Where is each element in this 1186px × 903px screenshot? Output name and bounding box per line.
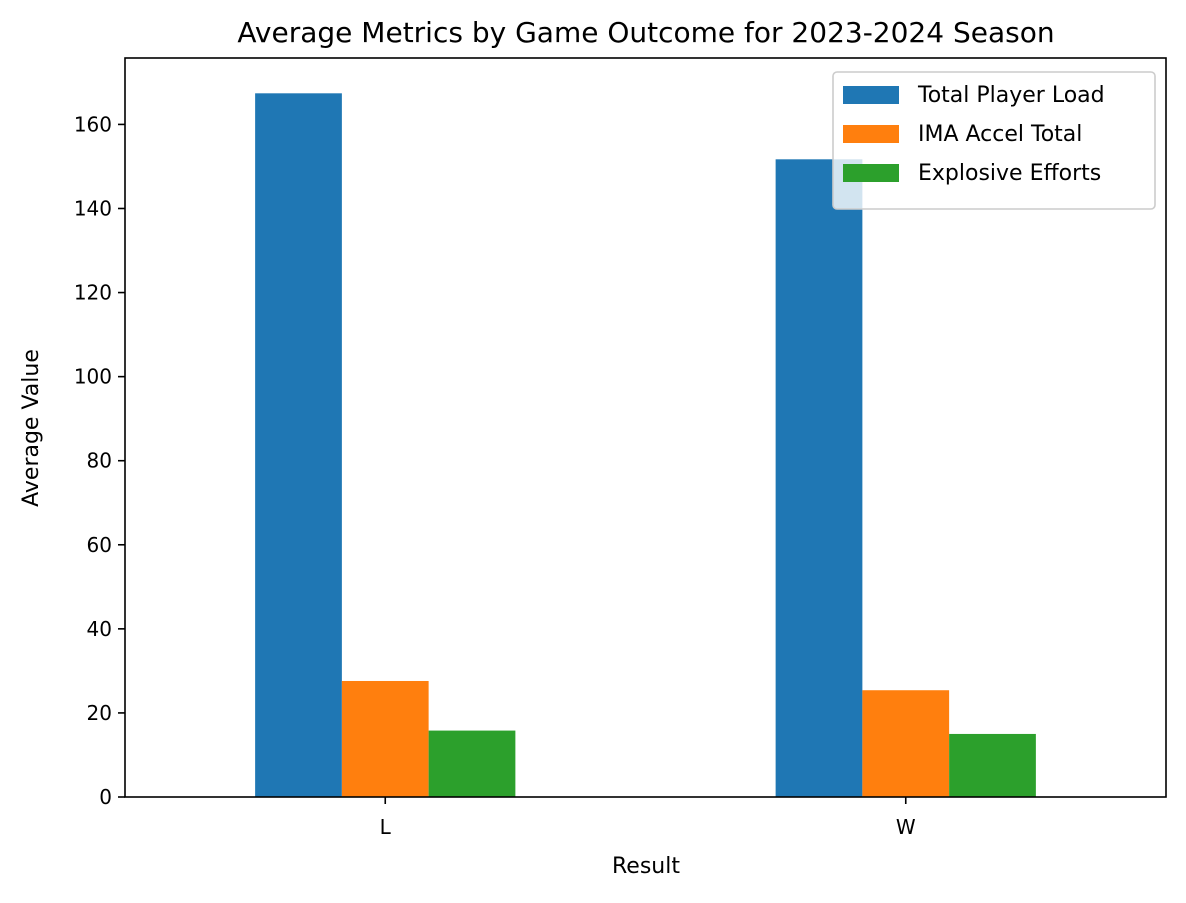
y-axis: 0 20 40 60 80 100 120 140 160: [74, 112, 125, 809]
legend-frame: [832, 71, 1156, 210]
legend-swatch: [843, 164, 899, 182]
y-tick-label: 140: [74, 196, 112, 220]
legend-label: Explosive Efforts: [918, 161, 1101, 186]
plot-frame: [124, 57, 1167, 798]
bars-group: [255, 93, 1036, 798]
x-tick-label: W: [896, 815, 916, 839]
y-tick-label: 40: [87, 617, 112, 641]
bar-explosive-efforts-w: [949, 733, 1036, 797]
bar-ima-accel-total-l: [341, 680, 429, 797]
legend: Total Player Load IMA Accel Total Explosiv…: [832, 71, 1156, 210]
bar-explosive-efforts-l: [428, 730, 516, 797]
y-tick-label: 160: [74, 112, 112, 136]
bar-ima-accel-total-w: [862, 690, 950, 797]
y-tick-label: 60: [87, 533, 112, 557]
y-tick-label: 20: [87, 701, 112, 725]
x-tick-label: L: [380, 815, 392, 839]
legend-swatch: [843, 125, 899, 143]
y-tick-label: 80: [87, 449, 112, 473]
bar-total-player-load-l: [255, 93, 342, 798]
y-tick-label: 100: [74, 365, 112, 389]
y-tick-label: 120: [74, 281, 112, 305]
legend-label: IMA Accel Total: [918, 122, 1082, 147]
chart-title: Average Metrics by Game Outcome for 2023…: [237, 16, 1054, 49]
legend-label: Total Player Load: [917, 83, 1105, 108]
y-axis-label: Average Value: [19, 349, 44, 507]
legend-swatch: [843, 86, 899, 104]
x-axis-label: Result: [612, 854, 680, 879]
y-tick-label: 0: [99, 785, 112, 809]
bar-total-player-load-w: [775, 159, 863, 797]
